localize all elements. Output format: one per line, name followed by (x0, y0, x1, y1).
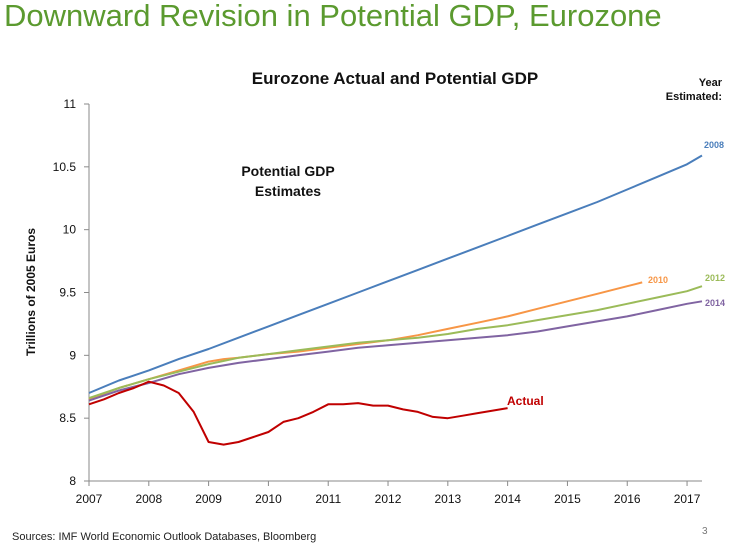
y-tick-label: 10.5 (53, 160, 77, 174)
x-tick-label: 2015 (554, 492, 581, 506)
x-tick-label: 2012 (375, 492, 402, 506)
y-tick-label: 9.5 (59, 286, 76, 300)
series-labels: 2008 2010 2012 2014 Actual (507, 140, 725, 408)
y-tick-label: 8.5 (59, 411, 76, 425)
y-tick-label: 9 (69, 348, 76, 362)
x-tick-label: 2008 (135, 492, 162, 506)
series-label-2008: 2008 (704, 140, 724, 150)
series-line-actual (88, 380, 508, 446)
x-tick-label: 2013 (434, 492, 461, 506)
chart-axes: 8 8.5 9 9.5 10 10.5 11 2007 2008 2009 2010 2011 2012… (53, 97, 702, 506)
series-label-2010: 2010 (648, 275, 668, 285)
series-line-2008 (88, 154, 703, 394)
x-tick-label: 2007 (76, 492, 103, 506)
x-tick-label: 2014 (494, 492, 521, 506)
y-tick-label: 8 (69, 474, 76, 488)
x-tick-label: 2016 (614, 492, 641, 506)
page-number: 3 (702, 526, 708, 537)
chart-title: Eurozone Actual and Potential GDP (252, 69, 539, 88)
x-tick-label: 2010 (255, 492, 282, 506)
legend-title: Year Estimated: (666, 77, 723, 103)
y-tick-label: 10 (63, 223, 77, 237)
source-note: Sources: IMF World Economic Outlook Data… (12, 531, 317, 543)
series-label-actual: Actual (507, 394, 544, 408)
x-tick-label: 2011 (315, 492, 341, 506)
series-line-2012 (88, 285, 703, 400)
potential-gdp-annotation: Potential GDP Estimates (241, 163, 334, 199)
x-tick-label: 2009 (195, 492, 222, 506)
series-label-2014: 2014 (705, 298, 725, 308)
x-tick-label: 2017 (674, 492, 701, 506)
slide-title: Downward Revision in Potential GDP, Euro… (4, 0, 662, 33)
series-line-2014 (88, 300, 703, 402)
series-line-2010 (88, 281, 643, 401)
y-axis-label: Trillions of 2005 Euros (24, 228, 38, 356)
chart-series (88, 154, 703, 446)
series-label-2012: 2012 (705, 273, 725, 283)
y-tick-label: 11 (64, 97, 77, 111)
